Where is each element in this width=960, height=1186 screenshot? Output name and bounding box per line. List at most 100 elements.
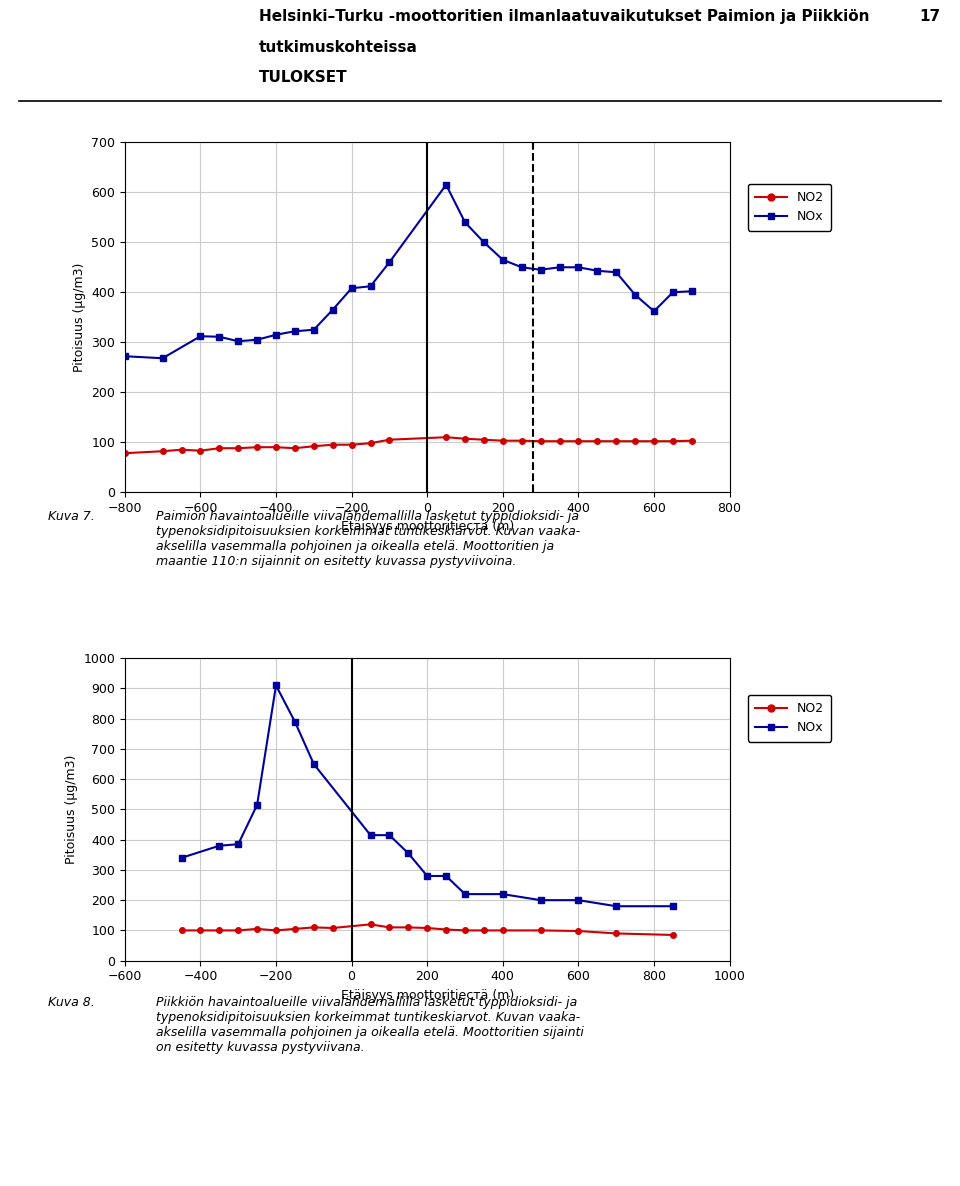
NO2 [611,434,622,448]
NO2 [572,924,584,938]
NO2 [686,434,698,448]
NOx [308,757,320,771]
Line: NOx: NOx [179,683,676,908]
NO2 [232,441,244,455]
Text: Paimion havaintoalueille viivalähdemallilla lasketut typpidioksidi- ja
typenoksi: Paimion havaintoalueille viivalähdemalli… [156,510,580,568]
NOx [572,893,584,907]
NOx [252,332,263,346]
NO2 [516,434,527,448]
Text: TULOKSET: TULOKSET [259,70,348,85]
NO2 [535,923,546,937]
NO2 [478,923,490,937]
NO2 [176,923,187,937]
NOx [327,302,339,317]
NOx [535,262,546,276]
NOx [289,324,300,338]
Text: Helsinki–Turku -moottoritien ilmanlaatuvaikutukset Paimion ja Piikkiön: Helsinki–Turku -moottoritien ilmanlaatuv… [259,9,870,25]
NOx [252,798,263,812]
NO2 [497,923,509,937]
NO2 [308,920,320,935]
NO2 [591,434,603,448]
NO2 [327,920,339,935]
NOx [402,846,414,860]
Text: Kuva 7.: Kuva 7. [48,510,95,523]
NO2 [441,923,452,937]
NOx [497,887,509,901]
NOx [459,215,470,229]
NO2 [308,439,320,453]
NO2 [213,441,225,455]
NO2 [327,438,339,452]
Line: NOx: NOx [122,181,695,361]
NOx [384,828,396,842]
NO2 [554,434,565,448]
NO2 [402,920,414,935]
NOx [213,839,225,853]
NOx [611,899,622,913]
Legend: NO2, NOx: NO2, NOx [748,184,831,231]
NOx [572,260,584,274]
NO2 [195,444,206,458]
NOx [667,285,679,299]
NOx [308,323,320,337]
NOx [667,899,679,913]
NOx [516,260,527,274]
NO2 [630,434,641,448]
Y-axis label: Pitoisuus (µg/m3): Pitoisuus (µg/m3) [64,754,78,865]
NO2 [478,433,490,447]
NOx [119,349,131,363]
NO2 [176,442,187,457]
X-axis label: Etäisyys moottoritiестä (m): Etäisyys moottoritiестä (m) [341,989,514,1002]
Text: Kuva 8.: Kuva 8. [48,996,95,1009]
NOx [365,828,376,842]
NOx [271,327,282,342]
NO2 [195,923,206,937]
NO2 [459,432,470,446]
NO2 [252,922,263,936]
NO2 [572,434,584,448]
NO2 [535,434,546,448]
NOx [346,281,357,295]
NOx [156,351,168,365]
NOx [554,260,565,274]
NO2 [384,433,396,447]
NOx [459,887,470,901]
NOx [421,869,433,884]
X-axis label: Etäisyys moottoritiестä (m): Etäisyys moottoritiестä (m) [341,521,514,534]
NOx [213,330,225,344]
NO2 [667,927,679,942]
NO2 [384,920,396,935]
NOx [611,266,622,280]
Text: Piikkiön havaintoalueille viivalähdemallilla lasketut typpidioksidi- ja
typenoks: Piikkiön havaintoalueille viivalähdemall… [156,996,584,1054]
NO2 [667,434,679,448]
NO2 [365,436,376,451]
NOx [232,837,244,852]
NO2 [289,441,300,455]
NO2 [271,923,282,937]
NO2 [119,446,131,460]
NOx [195,330,206,344]
Y-axis label: Pitoisuus (µg/m3): Pitoisuus (µg/m3) [73,262,85,372]
Line: NO2: NO2 [179,922,676,938]
NOx [648,304,660,318]
NO2 [497,434,509,448]
NOx [686,285,698,299]
NOx [176,850,187,865]
NO2 [421,920,433,935]
NOx [441,178,452,192]
NOx [384,255,396,269]
NO2 [232,923,244,937]
NOx [497,253,509,267]
Legend: NO2, NOx: NO2, NOx [748,695,831,742]
NOx [535,893,546,907]
Text: 17: 17 [920,9,941,25]
Line: NO2: NO2 [122,434,695,455]
NOx [441,869,452,884]
NO2 [648,434,660,448]
Text: tutkimuskohteissa: tutkimuskohteissa [259,40,418,55]
NO2 [271,440,282,454]
NO2 [213,923,225,937]
NOx [232,334,244,349]
NO2 [156,444,168,458]
NO2 [365,917,376,931]
